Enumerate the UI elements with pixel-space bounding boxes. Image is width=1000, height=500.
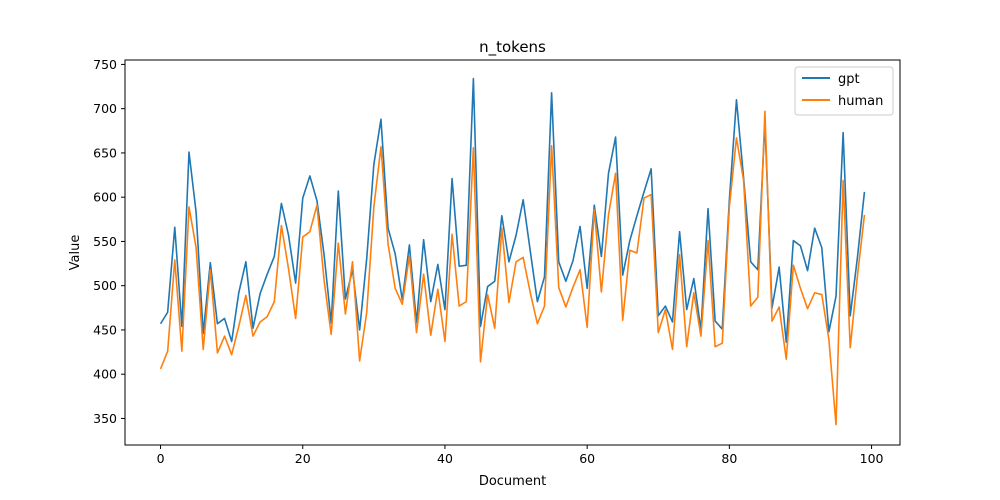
series-line-gpt [159, 77, 866, 344]
y-tick-label: 750 [93, 57, 117, 72]
x-tick-label: 0 [157, 451, 165, 466]
legend: gpt human [794, 66, 894, 116]
y-tick-label: 550 [93, 234, 117, 249]
legend-label-human: human [838, 94, 883, 109]
y-tick-label: 600 [93, 190, 117, 205]
y-tick-label: 500 [93, 278, 117, 293]
plot-lines-group [159, 77, 866, 426]
x-tick-label: 40 [437, 451, 453, 466]
x-tick-label: 100 [860, 451, 884, 466]
legend-label-gpt: gpt [838, 72, 860, 87]
y-tick-label: 700 [93, 101, 117, 116]
y-tick-label: 350 [93, 411, 117, 426]
x-tick-label: 80 [721, 451, 737, 466]
x-axis: 0 20 40 60 80 100 [157, 445, 884, 466]
series-line-human [159, 110, 866, 426]
y-tick-label: 400 [93, 367, 117, 382]
x-axis-label: Document [479, 474, 546, 489]
y-axis: 350 400 450 500 550 600 650 700 750 [93, 57, 125, 426]
y-tick-label: 650 [93, 145, 117, 160]
plot-frame [124, 59, 901, 446]
x-tick-label: 20 [295, 451, 311, 466]
x-tick-label: 60 [579, 451, 595, 466]
y-tick-label: 450 [93, 322, 117, 337]
chart-title: n_tokens [479, 38, 546, 57]
y-axis-label: Value [68, 235, 83, 271]
